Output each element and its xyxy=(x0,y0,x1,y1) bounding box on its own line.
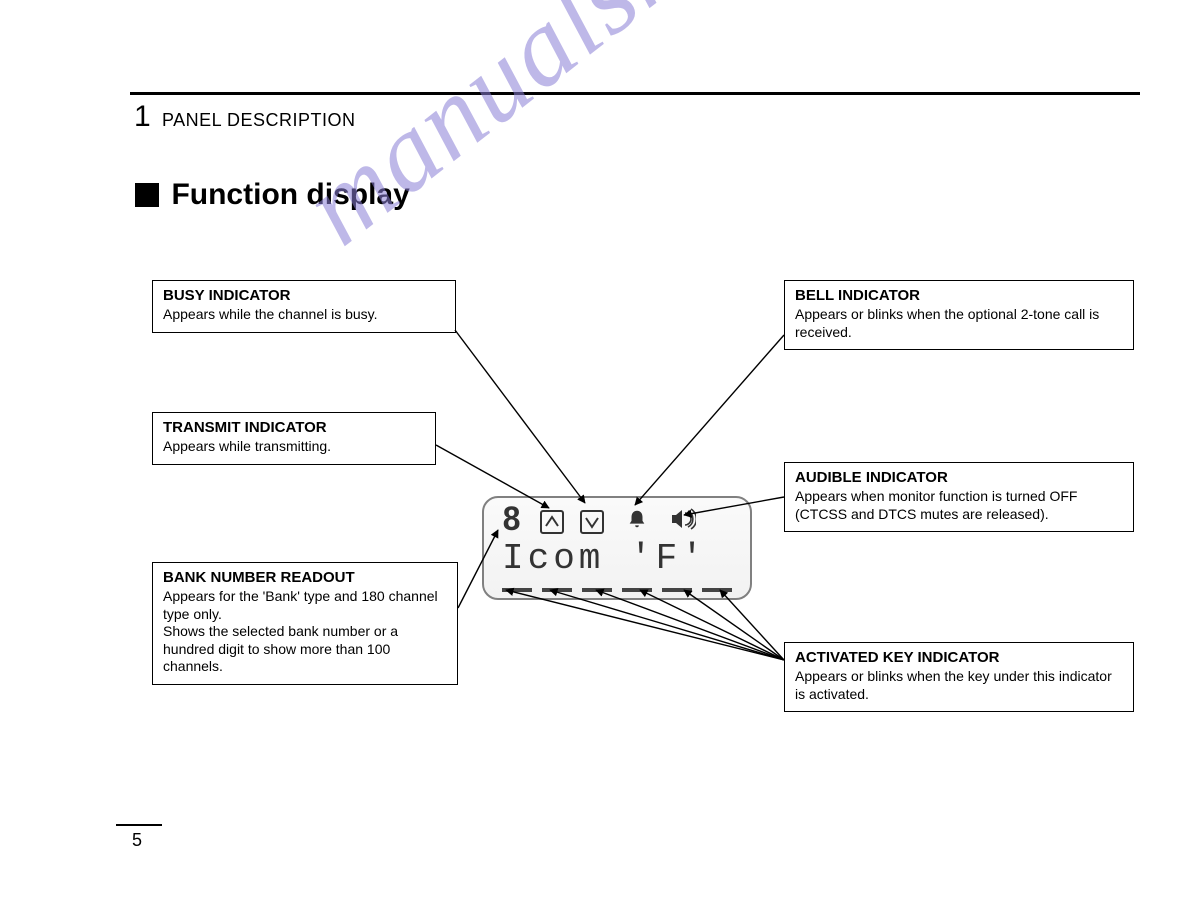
callout-title: BANK NUMBER READOUT xyxy=(163,569,447,586)
callout-busy: BUSY INDICATOR Appears while the channel… xyxy=(152,280,456,333)
bank-digit: 8 xyxy=(502,500,521,541)
callout-bell: BELL INDICATOR Appears or blinks when th… xyxy=(784,280,1134,350)
callout-body: Appears or blinks when the optional 2-to… xyxy=(795,306,1123,341)
chapter-title: PANEL DESCRIPTION xyxy=(162,110,356,131)
speaker-icon xyxy=(670,508,696,535)
callout-title: AUDIBLE INDICATOR xyxy=(795,469,1123,486)
key-indicator xyxy=(582,588,612,592)
callout-activated: ACTIVATED KEY INDICATOR Appears or blink… xyxy=(784,642,1134,712)
lcd-key-indicators xyxy=(502,588,732,592)
callout-body: Appears when monitor function is turned … xyxy=(795,488,1123,523)
key-indicator xyxy=(702,588,732,592)
transmit-icon xyxy=(540,510,564,534)
callout-body: Appears for the 'Bank' type and 180 chan… xyxy=(163,588,447,676)
callout-body: Appears or blinks when the key under thi… xyxy=(795,668,1123,703)
lcd-main-text: Icom 'F' xyxy=(502,538,707,579)
watermark-text: manualshive.com xyxy=(280,0,986,270)
section-heading: Function display xyxy=(135,178,410,212)
key-indicator xyxy=(502,588,532,592)
lcd-display: 8 Icom 'F' xyxy=(482,496,752,600)
callout-title: BUSY INDICATOR xyxy=(163,287,445,304)
top-rule xyxy=(130,92,1140,95)
section-bullet-icon xyxy=(135,183,159,207)
busy-icon xyxy=(580,510,604,534)
callout-title: BELL INDICATOR xyxy=(795,287,1123,304)
callout-title: ACTIVATED KEY INDICATOR xyxy=(795,649,1123,666)
callout-body: Appears while the channel is busy. xyxy=(163,306,445,324)
key-indicator xyxy=(542,588,572,592)
chapter-number: 1 xyxy=(134,100,151,134)
section-title: Function display xyxy=(171,178,409,212)
bell-icon xyxy=(626,508,648,535)
page-number-rule xyxy=(116,824,162,826)
key-indicator xyxy=(622,588,652,592)
page-number: 5 xyxy=(132,830,142,851)
callout-title: TRANSMIT INDICATOR xyxy=(163,419,425,436)
callout-body: Appears while transmitting. xyxy=(163,438,425,456)
callout-audible: AUDIBLE INDICATOR Appears when monitor f… xyxy=(784,462,1134,532)
callout-bank: BANK NUMBER READOUT Appears for the 'Ban… xyxy=(152,562,458,685)
callout-transmit: TRANSMIT INDICATOR Appears while transmi… xyxy=(152,412,436,465)
manual-page: 1 PANEL DESCRIPTION Function display man… xyxy=(0,0,1188,918)
key-indicator xyxy=(662,588,692,592)
